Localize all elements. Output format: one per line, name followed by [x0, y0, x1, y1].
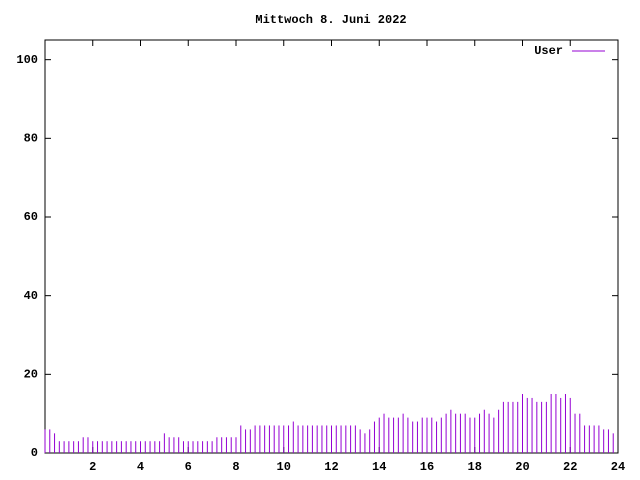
x-tick-label: 12 [324, 460, 338, 474]
y-tick-label: 40 [24, 289, 38, 303]
x-tick-label: 18 [468, 460, 482, 474]
y-tick-label: 60 [24, 210, 38, 224]
x-tick-label: 6 [185, 460, 192, 474]
x-tick-label: 20 [515, 460, 529, 474]
x-tick-label: 2 [89, 460, 96, 474]
y-tick-label: 20 [24, 368, 38, 382]
x-tick-label: 10 [277, 460, 291, 474]
y-tick-label: 0 [31, 446, 38, 460]
x-tick-label: 14 [372, 460, 386, 474]
x-tick-label: 16 [420, 460, 434, 474]
legend-label: User [534, 44, 563, 58]
x-tick-label: 8 [232, 460, 239, 474]
y-tick-label: 100 [16, 53, 38, 67]
chart-title: Mittwoch 8. Juni 2022 [255, 13, 406, 27]
plot-frame [44, 39, 619, 454]
x-tick-label: 4 [137, 460, 144, 474]
x-tick-label: 24 [611, 460, 625, 474]
y-tick-label: 80 [24, 132, 38, 146]
x-tick-label: 22 [563, 460, 577, 474]
